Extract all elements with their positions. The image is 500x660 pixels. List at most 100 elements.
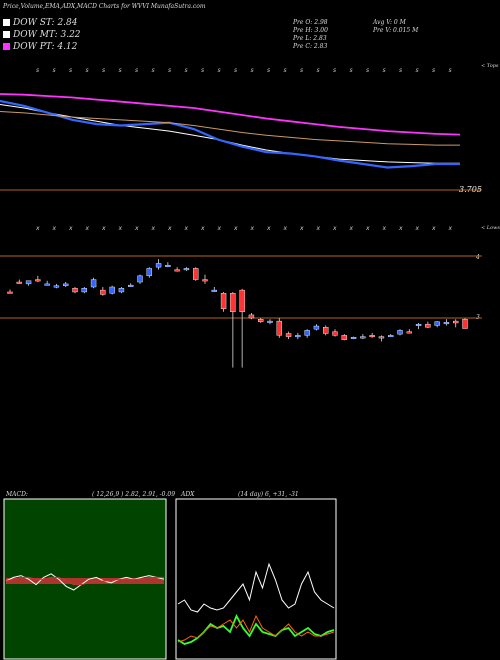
- candle-body: [258, 319, 264, 322]
- lows-marker: x: [332, 225, 337, 232]
- tops-marker: s: [102, 67, 105, 74]
- tops-marker: s: [449, 67, 452, 74]
- tops-marker: s: [432, 67, 435, 74]
- candle-body: [443, 322, 450, 325]
- tops-marker: s: [53, 67, 56, 74]
- candle-body: [378, 336, 385, 339]
- lows-marker: x: [283, 225, 288, 232]
- lows-marker: x: [52, 225, 57, 232]
- candle-body: [276, 320, 282, 336]
- tops-marker: s: [135, 67, 138, 74]
- candle-body: [313, 325, 320, 330]
- macd-histogram-band: [6, 578, 164, 584]
- ema-series-line-3: [0, 111, 460, 146]
- candle-body: [248, 314, 255, 319]
- stat-pre-low: Pre L: 2.83: [293, 35, 327, 42]
- candle-body: [193, 268, 199, 280]
- macd-series-line-0: [5, 573, 165, 591]
- candle-body: [53, 285, 60, 288]
- tops-marker: s: [350, 67, 353, 74]
- candle-body: [406, 331, 412, 334]
- lows-marker: x: [151, 225, 156, 232]
- candle-body: [211, 289, 217, 292]
- candle-body: [415, 324, 422, 326]
- tops-marker: s: [333, 67, 336, 74]
- candle-body: [165, 265, 171, 267]
- macd-label: MACD:: [6, 491, 28, 498]
- tops-marker: s: [119, 67, 122, 74]
- tops-marker: s: [399, 67, 402, 74]
- lows-marker: x: [233, 225, 238, 232]
- legend-dow-pt: DOW PT: 4.12: [3, 42, 77, 52]
- candle-body: [35, 279, 41, 282]
- candle-body: [239, 289, 245, 313]
- lows-marker: x: [101, 225, 106, 232]
- candle-body: [155, 263, 162, 268]
- candle-body: [360, 336, 366, 339]
- candle-body: [183, 268, 190, 271]
- adx-series-line-2: [177, 614, 335, 643]
- adx-series-line-0: [177, 562, 335, 613]
- chart-title: Price,Volume,EMA,ADX,MACD Charts for WVV…: [3, 3, 206, 10]
- legend-dow-st: DOW ST: 2.84: [3, 18, 78, 28]
- candle-body: [397, 330, 403, 335]
- lows-marker: x: [68, 225, 73, 232]
- lows-marker: x: [365, 225, 370, 232]
- lows-marker: x: [200, 225, 205, 232]
- adx-label: ADX: [181, 491, 195, 498]
- lows-marker: x: [415, 225, 420, 232]
- tops-label: < Tops: [481, 63, 499, 69]
- candle-body: [16, 281, 22, 284]
- candle-body: [100, 289, 106, 295]
- candle-body: [118, 288, 125, 293]
- stat-pre-open: Pre O: 2.98: [293, 19, 328, 26]
- candle-body: [304, 330, 310, 336]
- lows-marker: x: [398, 225, 403, 232]
- candle-body: [7, 291, 13, 294]
- lows-marker: x: [85, 225, 90, 232]
- candle-body: [137, 275, 143, 283]
- lows-marker: x: [299, 225, 304, 232]
- tops-marker: s: [284, 67, 287, 74]
- ema-series-line-2: [0, 99, 460, 169]
- tops-marker: s: [416, 67, 419, 74]
- lows-marker: x: [167, 225, 172, 232]
- candle-body: [295, 335, 301, 338]
- candle-body: [44, 283, 50, 286]
- candle-body: [350, 337, 357, 339]
- lows-marker: x: [35, 225, 40, 232]
- tops-marker: s: [218, 67, 221, 74]
- tops-marker: s: [317, 67, 320, 74]
- lows-marker: x: [134, 225, 139, 232]
- stat-pre-high: Pre H: 3.00: [293, 27, 328, 34]
- tops-marker: s: [152, 67, 155, 74]
- candle-body: [267, 320, 273, 323]
- tops-marker: s: [383, 67, 386, 74]
- candle-body: [90, 279, 97, 288]
- lows-label: < Lows: [481, 225, 500, 231]
- lows-marker: x: [431, 225, 436, 232]
- tops-marker: s: [251, 67, 254, 74]
- stat-avg-volume: Avg V: 0 M: [373, 19, 406, 26]
- candle-body: [25, 280, 32, 285]
- candle-body: [72, 288, 78, 293]
- tops-marker: s: [69, 67, 72, 74]
- candle-body: [332, 331, 338, 336]
- candle-body: [462, 319, 468, 329]
- candle-body: [220, 293, 227, 309]
- lows-marker: x: [266, 225, 271, 232]
- tops-marker: s: [36, 67, 39, 74]
- candle-body: [202, 279, 208, 282]
- candle-body: [230, 293, 236, 313]
- lows-marker: x: [349, 225, 354, 232]
- lows-marker: x: [250, 225, 255, 232]
- lows-marker: x: [448, 225, 453, 232]
- candle-body: [434, 321, 440, 326]
- candle-body: [63, 283, 69, 286]
- legend-dow-mt: DOW MT: 3.22: [3, 30, 81, 40]
- tops-marker: s: [366, 67, 369, 74]
- tops-marker: s: [234, 67, 237, 74]
- price-tick-4: 4: [476, 254, 480, 261]
